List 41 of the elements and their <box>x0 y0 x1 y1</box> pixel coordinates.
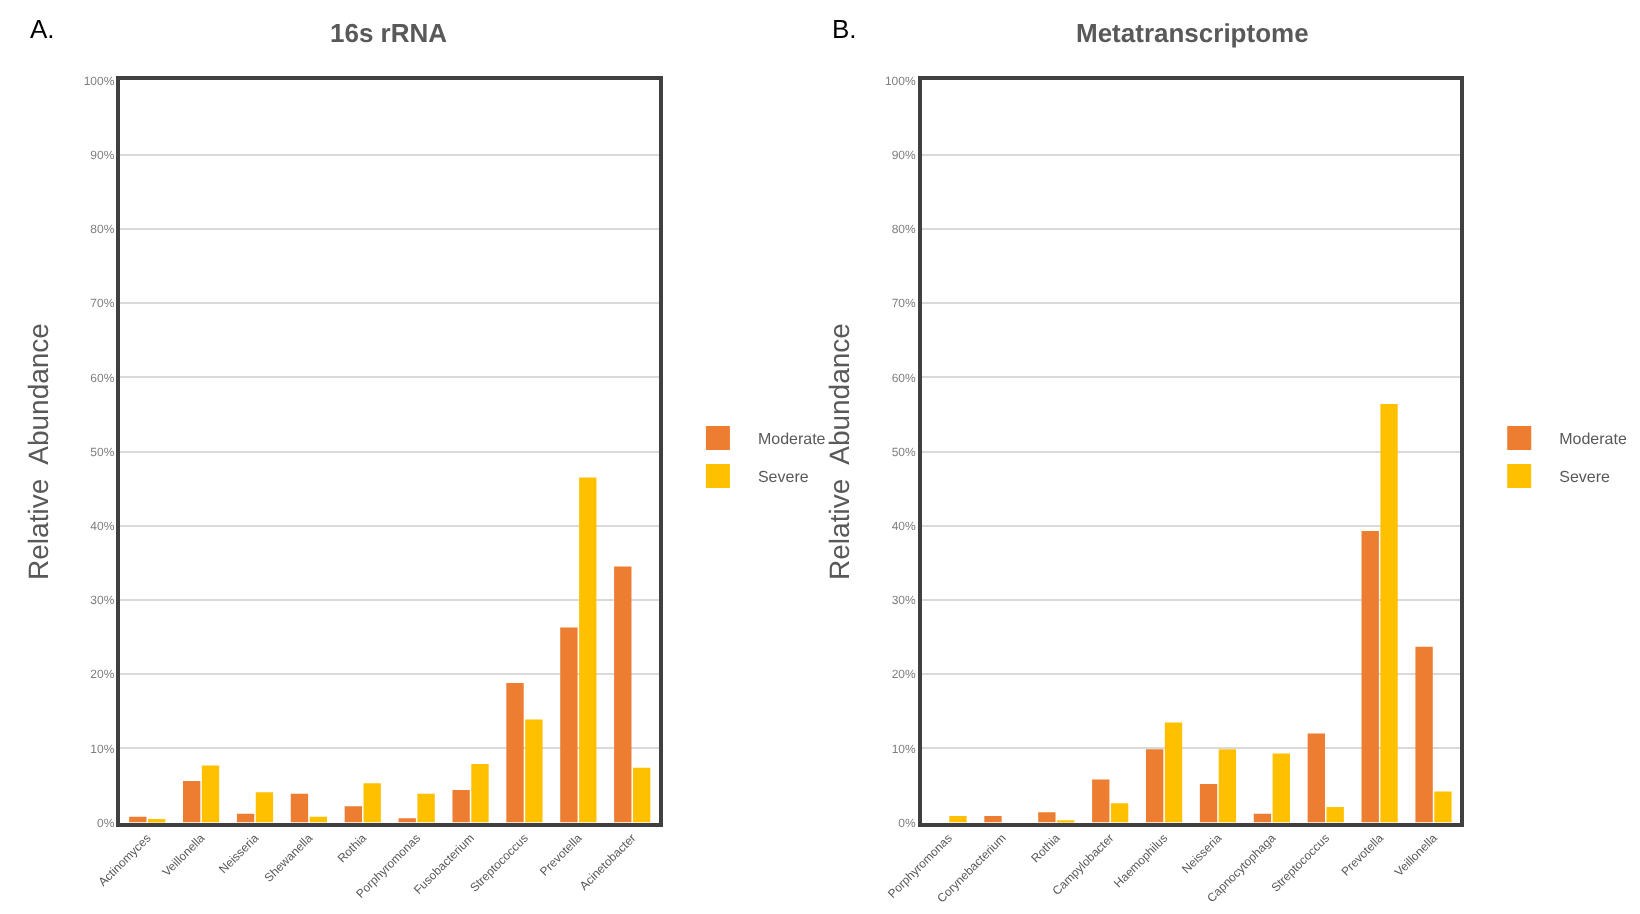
y-axis-title: Relative Abundance <box>823 322 856 580</box>
bar <box>255 792 274 823</box>
bar <box>1218 749 1237 823</box>
bar <box>1307 733 1325 823</box>
bar <box>452 789 470 823</box>
legend-label: Moderate <box>1559 430 1628 449</box>
chart-title: Metatranscriptome <box>1076 18 1309 48</box>
y-axis-title: Relative Abundance <box>21 322 54 580</box>
bar <box>182 781 201 823</box>
bar <box>1145 749 1164 823</box>
bar <box>614 566 632 823</box>
bar <box>1272 753 1290 823</box>
bar <box>949 815 967 823</box>
bar <box>1326 807 1344 823</box>
bar <box>1110 803 1129 823</box>
bar <box>1415 646 1433 823</box>
bar <box>1038 812 1056 823</box>
bar <box>560 627 578 823</box>
bar <box>1361 530 1379 823</box>
bar <box>632 767 651 823</box>
bar <box>525 719 543 823</box>
bar <box>1380 404 1398 823</box>
bar <box>417 793 435 823</box>
bar <box>344 806 363 823</box>
text: A. <box>30 14 55 44</box>
legend-label: Severe <box>757 468 810 487</box>
bar <box>506 683 524 823</box>
bar <box>290 793 309 823</box>
bar <box>984 815 1002 823</box>
bar <box>363 783 381 823</box>
bar <box>579 477 597 823</box>
bar <box>1199 784 1218 823</box>
bar <box>471 763 489 823</box>
bar <box>1164 722 1183 823</box>
legend-label: Moderate <box>757 430 827 449</box>
text: B. <box>832 14 857 44</box>
chart-title: 16s rRNA <box>330 18 449 48</box>
bar <box>1092 779 1110 823</box>
bar <box>201 765 220 823</box>
legend-label: Severe <box>1559 468 1612 487</box>
bar <box>1434 791 1452 823</box>
